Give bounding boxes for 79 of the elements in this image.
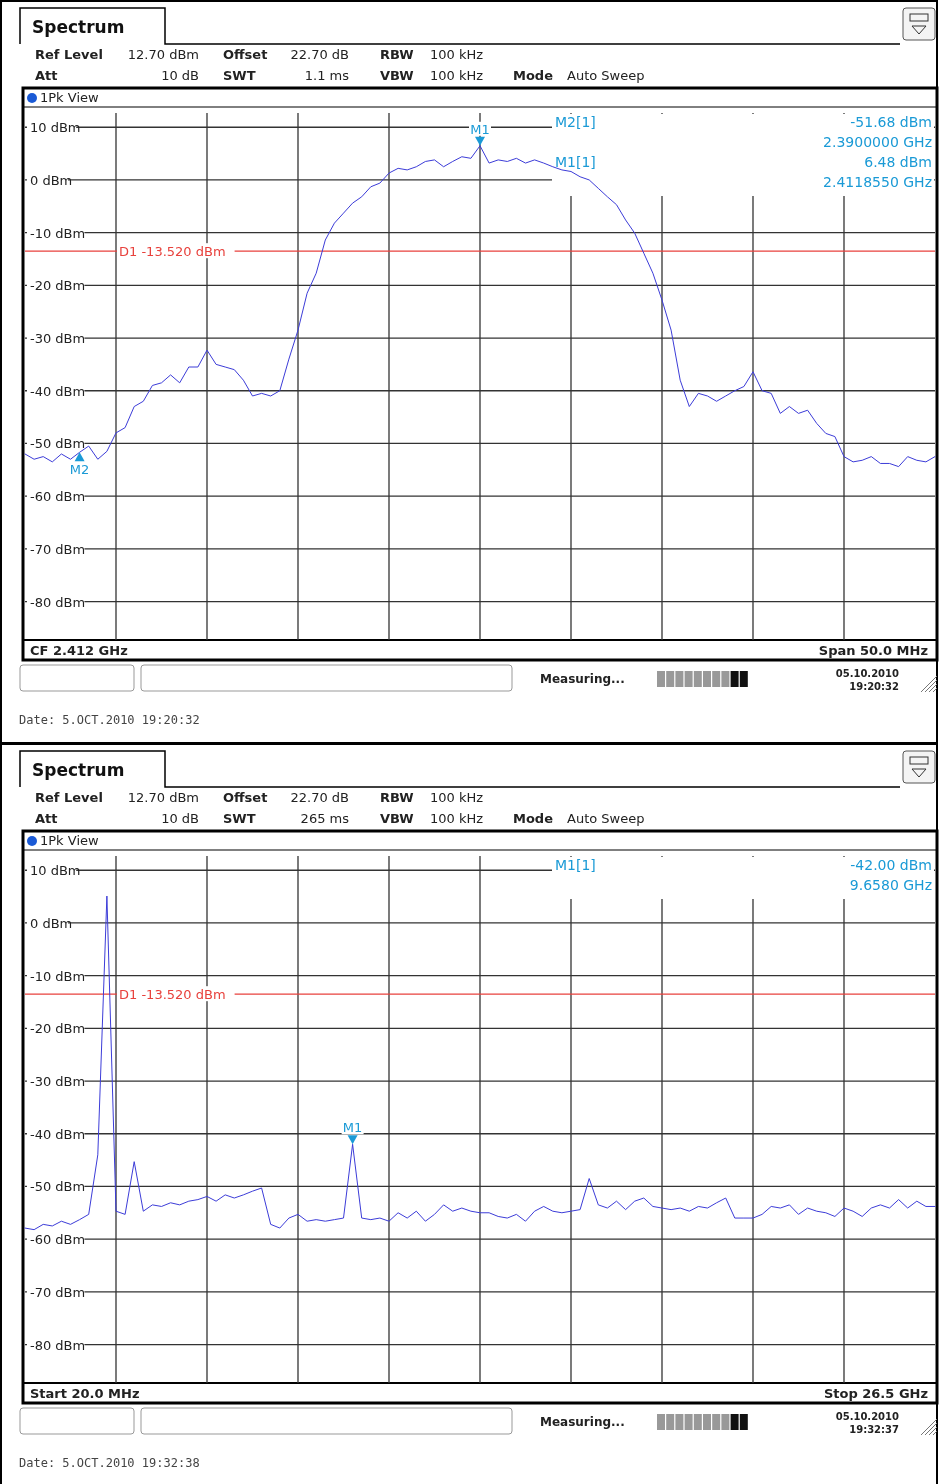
y-tick-label: -50 dBm: [30, 436, 86, 452]
y-tick-label: -40 dBm: [30, 1126, 86, 1142]
annotation: M2: [69, 462, 90, 478]
annotation: -51.68 dBm: [850, 114, 932, 130]
annotation: M1: [342, 1120, 363, 1136]
text: 12.70 dBm: [127, 790, 199, 805]
text: 100 kHz: [430, 790, 484, 805]
annotation: M1[1]: [555, 857, 596, 873]
annotation: M2[1]: [555, 114, 596, 130]
text: Ref Level: [35, 790, 103, 805]
text: Date: 5.OCT.2010 19:20:32: [19, 713, 200, 727]
text: Stop 26.5 GHz: [823, 1386, 928, 1401]
text: SWT: [223, 811, 256, 826]
text: Ref Level: [35, 47, 103, 62]
line-series: [24, 895, 936, 1231]
text: Mode: [513, 811, 554, 826]
text: Span 50.0 MHz: [818, 643, 928, 658]
y-tick-label: -60 dBm: [30, 489, 86, 505]
text: 265 ms: [300, 811, 350, 826]
text: Start 20.0 MHz: [30, 1386, 140, 1401]
text: 22.70 dB: [290, 47, 349, 62]
text: Offset: [223, 790, 268, 805]
text: Att: [35, 68, 58, 83]
text: Measuring...: [540, 672, 625, 686]
y-tick-label: -70 dBm: [30, 1284, 86, 1300]
y-tick-label: -30 dBm: [30, 1074, 86, 1090]
text: 1.1 ms: [304, 68, 350, 83]
text: 19:20:32: [849, 681, 900, 692]
ref-line-label: D1 -13.520 dBm: [119, 987, 226, 1003]
y-tick-label: 10 dBm: [30, 120, 81, 136]
text: 1Pk View: [40, 833, 99, 848]
y-tick-label: -40 dBm: [30, 383, 86, 399]
text: RBW: [380, 47, 414, 62]
annotation: -42.00 dBm: [850, 857, 932, 873]
text: 10 dB: [161, 68, 199, 83]
text: 10 dB: [161, 811, 199, 826]
text: 22.70 dB: [290, 790, 349, 805]
y-tick-label: 10 dBm: [30, 863, 81, 879]
text: RBW: [380, 790, 414, 805]
text: Att: [35, 811, 58, 826]
annotation: 2.3900000 GHz: [823, 134, 932, 150]
text: 100 kHz: [430, 68, 484, 83]
y-tick-label: -20 dBm: [30, 278, 86, 294]
text: Measuring...: [540, 1415, 625, 1429]
text: VBW: [380, 811, 414, 826]
chart-title: Spectrum: [32, 17, 125, 37]
y-tick-label: -10 dBm: [30, 968, 86, 984]
ref-line-label: D1 -13.520 dBm: [119, 244, 226, 260]
annotation: 6.48 dBm: [864, 154, 932, 170]
y-tick-label: -20 dBm: [30, 1021, 86, 1037]
y-tick-label: -70 dBm: [30, 541, 86, 557]
text: 100 kHz: [430, 47, 484, 62]
text: 12.70 dBm: [127, 47, 199, 62]
chart-title: Spectrum: [32, 760, 125, 780]
text: 05.10.2010: [835, 1411, 900, 1422]
annotation: M1[1]: [555, 154, 596, 170]
text: VBW: [380, 68, 414, 83]
text: 19:32:37: [849, 1424, 900, 1435]
text: SWT: [223, 68, 256, 83]
y-tick-label: -50 dBm: [30, 1179, 86, 1195]
y-tick-label: -80 dBm: [30, 594, 86, 610]
text: 1Pk View: [40, 90, 99, 105]
annotation: 9.6580 GHz: [849, 877, 932, 893]
text: 05.10.2010: [835, 668, 900, 679]
text: Auto Sweep: [567, 68, 645, 83]
text: Date: 5.OCT.2010 19:32:38: [19, 1456, 200, 1470]
text: Mode: [513, 68, 554, 83]
annotation: 2.4118550 GHz: [823, 174, 932, 190]
y-tick-label: -10 dBm: [30, 225, 86, 241]
y-tick-label: -80 dBm: [30, 1337, 86, 1353]
y-tick-label: -30 dBm: [30, 331, 86, 347]
text: Auto Sweep: [567, 811, 645, 826]
text: Offset: [223, 47, 268, 62]
text: CF 2.412 GHz: [30, 643, 128, 658]
text: 100 kHz: [430, 811, 484, 826]
annotation: M1: [470, 121, 490, 137]
y-tick-label: 0 dBm: [30, 915, 73, 931]
y-tick-label: 0 dBm: [30, 172, 73, 188]
y-tick-label: -60 dBm: [30, 1232, 86, 1248]
